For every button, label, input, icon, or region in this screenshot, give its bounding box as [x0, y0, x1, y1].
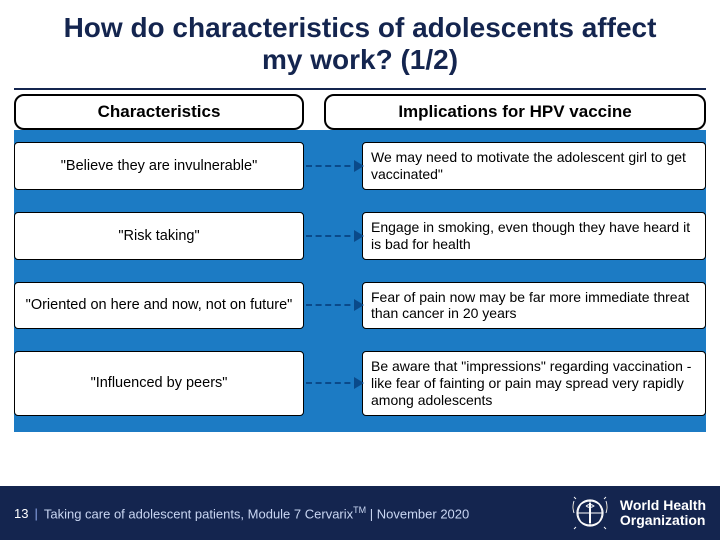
footer-separator: |: [28, 506, 43, 521]
rows-band: "Believe they are invulnerable" We may n…: [14, 130, 706, 431]
dashed-line: [306, 382, 360, 384]
characteristic-cell: "Oriented on here and now, not on future…: [14, 282, 304, 330]
implication-cell: We may need to motivate the adolescent g…: [362, 142, 706, 190]
characteristic-cell: "Risk taking": [14, 212, 304, 260]
row: "Believe they are invulnerable" We may n…: [14, 136, 706, 196]
implication-cell: Be aware that "impressions" regarding va…: [362, 351, 706, 415]
footer-text-suffix: | November 2020: [366, 506, 469, 521]
footer-text-prefix: Taking care of adolescent patients, Modu…: [44, 506, 353, 521]
content-area: Characteristics Implications for HPV vac…: [0, 90, 720, 486]
who-line1: World Health: [620, 498, 706, 513]
arrow-connector: [304, 212, 362, 260]
slide: How do characteristics of adolescents af…: [0, 0, 720, 540]
arrow-head-icon: [354, 230, 364, 242]
dashed-line: [306, 304, 360, 306]
who-line2: Organization: [620, 513, 706, 528]
footer-text: Taking care of adolescent patients, Modu…: [44, 505, 469, 521]
implication-cell: Fear of pain now may be far more immedia…: [362, 282, 706, 330]
implication-cell: Engage in smoking, even though they have…: [362, 212, 706, 260]
characteristic-cell: "Influenced by peers": [14, 351, 304, 415]
arrow-connector: [304, 142, 362, 190]
arrow-head-icon: [354, 160, 364, 172]
slide-title: How do characteristics of adolescents af…: [0, 0, 720, 84]
row: "Influenced by peers" Be aware that "imp…: [14, 345, 706, 421]
row: "Oriented on here and now, not on future…: [14, 276, 706, 336]
trademark-symbol: TM: [353, 505, 366, 515]
dashed-line: [306, 165, 360, 167]
footer-bar: 13 | Taking care of adolescent patients,…: [0, 486, 720, 540]
who-branding: World Health Organization: [570, 493, 706, 533]
arrow-head-icon: [354, 299, 364, 311]
page-number: 13: [14, 506, 28, 521]
who-logo-icon: [570, 493, 610, 533]
row: "Risk taking" Engage in smoking, even th…: [14, 206, 706, 266]
who-text: World Health Organization: [620, 498, 706, 527]
arrow-connector: [304, 282, 362, 330]
arrow-connector: [304, 351, 362, 415]
dashed-line: [306, 235, 360, 237]
arrow-head-icon: [354, 377, 364, 389]
header-implications: Implications for HPV vaccine: [324, 94, 706, 130]
characteristic-cell: "Believe they are invulnerable": [14, 142, 304, 190]
header-characteristics: Characteristics: [14, 94, 304, 130]
column-headers: Characteristics Implications for HPV vac…: [14, 94, 706, 130]
